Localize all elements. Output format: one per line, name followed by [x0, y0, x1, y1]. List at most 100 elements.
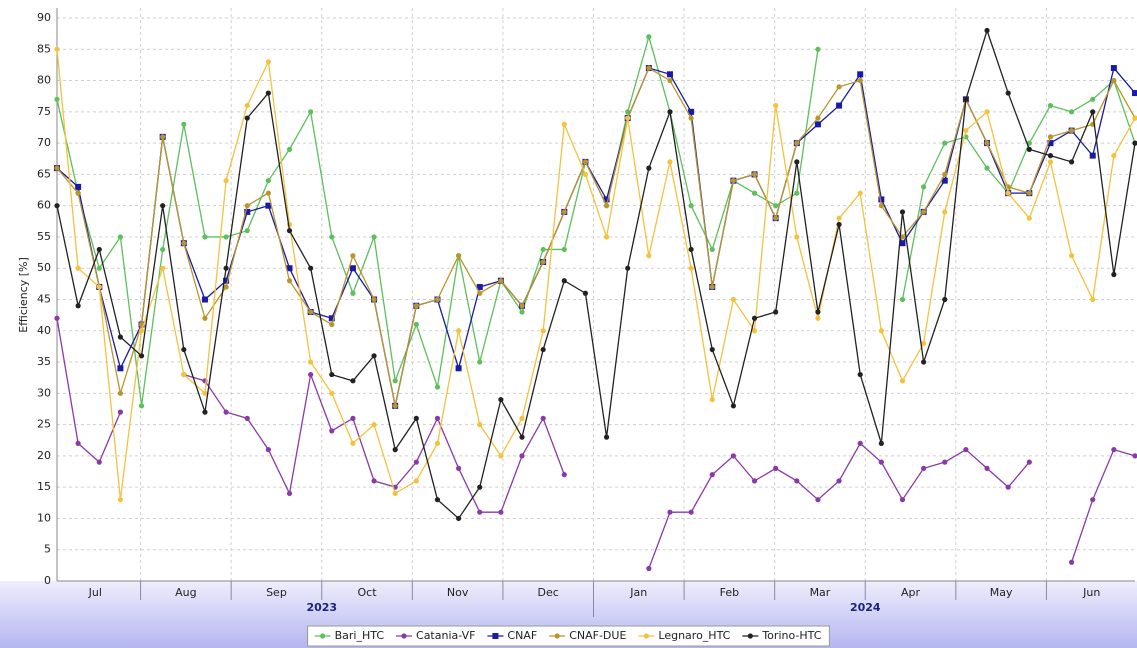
marker	[244, 203, 250, 209]
marker	[117, 365, 124, 372]
marker	[329, 428, 335, 434]
y-tick-label: 70	[37, 136, 51, 149]
marker	[709, 396, 715, 403]
y-tick-label: 35	[37, 355, 51, 368]
marker	[223, 178, 229, 184]
y-tick-label: 20	[37, 449, 51, 462]
marker	[561, 472, 567, 478]
marker	[603, 234, 610, 240]
marker	[244, 208, 251, 215]
x-tick-label: Jan	[629, 586, 647, 599]
marker	[75, 265, 81, 271]
marker	[476, 283, 483, 290]
marker	[667, 159, 673, 165]
marker	[1110, 65, 1117, 72]
marker	[688, 246, 694, 253]
marker	[392, 403, 398, 409]
legend-box	[307, 625, 830, 647]
marker	[1005, 190, 1011, 196]
marker	[751, 190, 758, 196]
marker	[371, 353, 377, 359]
marker	[223, 409, 229, 415]
marker	[265, 190, 271, 196]
marker	[456, 328, 462, 334]
marker	[223, 234, 229, 240]
marker	[160, 246, 166, 253]
x-tick-label: Oct	[358, 586, 378, 599]
marker	[603, 196, 610, 203]
marker	[202, 315, 208, 321]
marker	[984, 140, 990, 146]
marker	[878, 440, 884, 446]
marker	[666, 71, 673, 78]
marker	[265, 447, 271, 453]
legend-label: CNAF	[507, 629, 537, 642]
marker	[836, 102, 843, 109]
marker	[747, 633, 753, 639]
marker	[308, 371, 314, 378]
marker	[942, 171, 948, 177]
marker	[1026, 459, 1032, 465]
marker	[434, 440, 441, 446]
marker	[1068, 159, 1075, 165]
marker	[963, 128, 969, 134]
y-tick-label: 65	[37, 167, 51, 180]
marker	[730, 453, 736, 459]
marker	[751, 478, 758, 484]
marker	[244, 102, 250, 109]
marker	[1111, 271, 1117, 278]
marker	[371, 422, 377, 428]
marker	[688, 265, 694, 271]
marker	[561, 246, 567, 253]
marker	[730, 296, 736, 303]
marker	[794, 234, 800, 240]
marker	[1132, 90, 1137, 97]
marker	[202, 234, 208, 240]
marker	[815, 497, 821, 503]
marker	[857, 190, 863, 196]
marker	[434, 296, 441, 303]
legend-label: Torino-HTC	[761, 629, 821, 642]
marker	[96, 246, 102, 253]
marker	[265, 59, 271, 65]
marker	[773, 215, 779, 221]
marker	[1111, 77, 1117, 84]
marker	[434, 384, 441, 390]
marker	[773, 102, 779, 109]
marker	[392, 447, 398, 453]
marker	[477, 422, 483, 428]
y-tick-label: 45	[37, 293, 51, 306]
marker	[498, 396, 504, 403]
marker	[1047, 134, 1054, 140]
marker	[709, 246, 715, 253]
marker	[138, 403, 145, 409]
legend-label: Bari_HTC	[335, 629, 385, 642]
y-tick-label: 10	[37, 511, 51, 524]
marker	[329, 321, 335, 328]
x-tick-label: Aug	[175, 586, 196, 599]
marker	[456, 253, 462, 259]
marker	[688, 509, 694, 515]
marker	[878, 328, 884, 334]
x-tick-label: Jul	[88, 586, 102, 599]
marker	[519, 303, 525, 309]
marker	[75, 183, 82, 190]
marker	[603, 434, 610, 440]
marker	[942, 209, 948, 215]
marker	[244, 115, 250, 121]
y-axis-label: Efficiency [%]	[17, 257, 30, 333]
y-tick-label: 75	[37, 105, 51, 118]
marker	[413, 478, 419, 484]
marker	[1068, 128, 1075, 134]
y-tick-label: 50	[37, 261, 51, 274]
marker	[1132, 140, 1137, 146]
marker	[117, 334, 124, 340]
marker	[138, 328, 145, 334]
marker	[1111, 447, 1117, 453]
marker	[984, 109, 990, 115]
marker	[709, 472, 715, 478]
marker	[709, 346, 715, 353]
marker	[625, 109, 631, 115]
marker	[688, 203, 694, 209]
marker	[117, 497, 124, 503]
